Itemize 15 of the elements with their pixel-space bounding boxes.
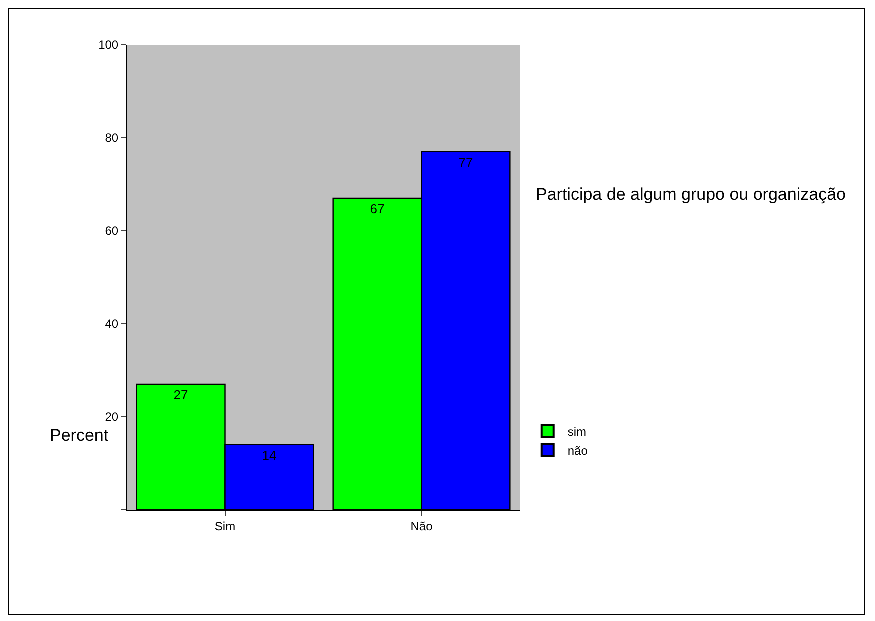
y-tick-label: 100 (98, 38, 119, 52)
data-label: 67 (370, 201, 385, 216)
y-axis-title: Percent (50, 426, 109, 445)
y-tick-label: 20 (105, 410, 119, 424)
data-label: 77 (458, 154, 474, 170)
y-tick-label: 60 (105, 224, 119, 238)
data-label: 14 (262, 448, 277, 463)
legend-label: sim (568, 425, 587, 440)
x-tick-label: Não (410, 519, 434, 534)
y-tick-label: 80 (105, 131, 119, 146)
legend-title: Participa de algum grupo ou organização (536, 184, 847, 206)
y-tick-label: 40 (105, 317, 119, 332)
data-label: 27 (174, 387, 188, 402)
x-tick-label: Sim (214, 519, 236, 534)
legend-label: não (568, 444, 588, 458)
